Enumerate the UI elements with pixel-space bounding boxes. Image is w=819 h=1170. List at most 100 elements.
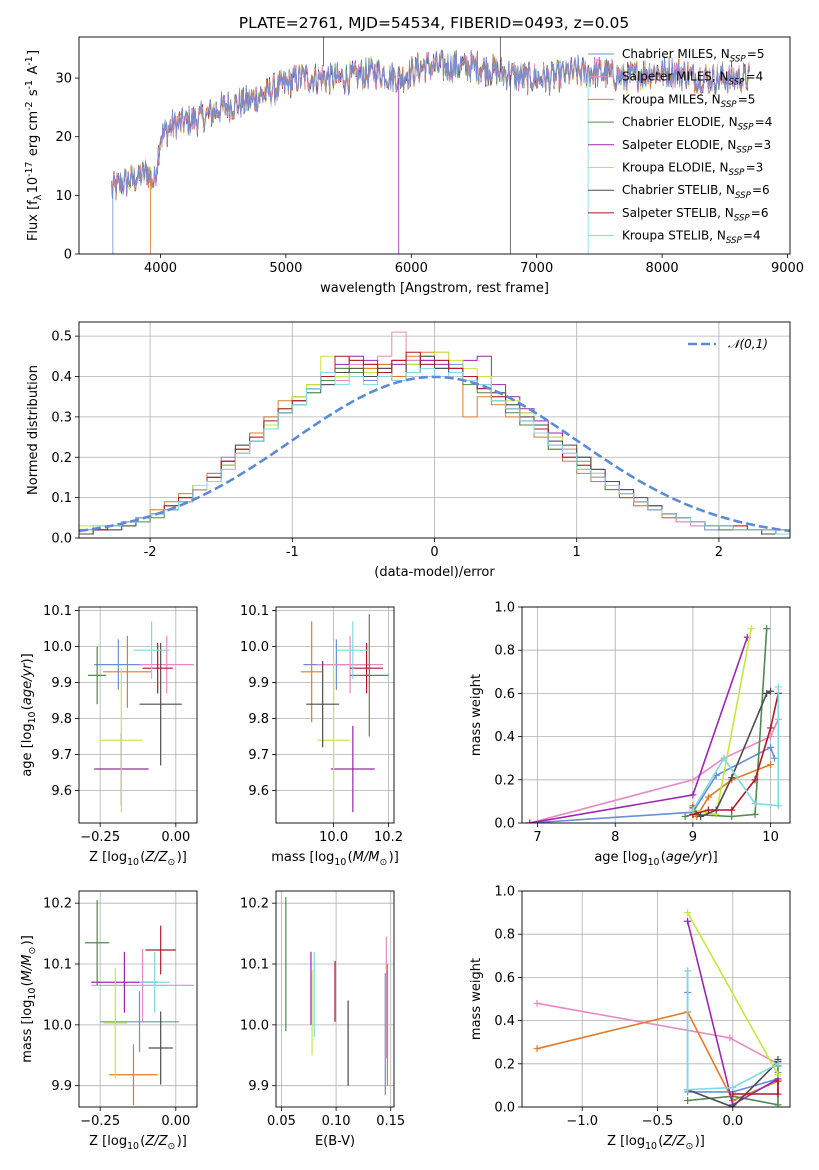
chart-mass-vs-EBV: 0.05 0.10 0.15 9.9 10.0 10.1 10.2 E(B-V): [240, 890, 405, 1149]
y-axis-label: Normed distribution: [26, 365, 41, 495]
chart-weight-vs-Z: −1.0 −0.5 0.0 0.0 0.2 0.4 0.6 0.8 1.0 Z [log10 (Z…: [469, 885, 791, 1152]
weight-marker: [767, 761, 775, 769]
plot-area: [533, 909, 782, 1107]
y-tick-label: 9.7: [51, 748, 72, 763]
axes-frame: [78, 36, 791, 255]
histogram-series: [79, 367, 790, 535]
weight-marker: [729, 1084, 737, 1092]
x-axis-label: mass [log10 (M/M⊙ )]: [271, 850, 399, 868]
chart-weight-vs-age: 7 8 9 10 0.0 0.2 0.4 0.6 0.8 1.0 age [log10 (age/y…: [469, 601, 791, 868]
weight-marker: [533, 999, 541, 1007]
axes-frame: [275, 890, 395, 1108]
x-axis-label: age [log10 (age/yr)]: [594, 850, 717, 868]
weight-marker: [689, 776, 697, 784]
weight-marker: [704, 806, 712, 814]
x-tick-label: 8: [611, 830, 619, 845]
weight-marker: [684, 1086, 692, 1094]
x-tick-label: 0.10: [322, 1114, 351, 1129]
y-axis-label: Flux [fλ 10-17 erg cm-2 s-1 A-1 ]: [24, 50, 44, 241]
weight-marker: [684, 1097, 692, 1105]
plot-area: [88, 621, 194, 813]
weight-marker: [720, 754, 728, 762]
x-tick-label: 0.05: [267, 1114, 296, 1129]
chart-title: PLATE=2761, MJD=54534, FIBERID=0493, z=0…: [239, 14, 629, 32]
x-tick-label: 4000: [144, 261, 177, 276]
x-tick-label: 0.15: [376, 1114, 405, 1129]
y-tick-label: 0.2: [494, 773, 515, 788]
weight-line: [686, 970, 779, 1091]
legend-label: Chabrier STELIB, NSSP =6: [622, 183, 770, 201]
y-tick-label: 1.0: [494, 885, 515, 900]
legend-label: Kroupa MILES, NSSP =5: [622, 92, 755, 110]
y-tick-label: 0.6: [494, 971, 515, 986]
weight-marker: [774, 1090, 782, 1098]
weight-marker: [681, 813, 689, 821]
legend-label: Kroupa ELODIE, NSSP =3: [622, 161, 763, 179]
x-axis-label: Z [log10 (Z/Z⊙ )]: [607, 1134, 705, 1152]
weight-line: [692, 693, 780, 816]
y-tick-label: 0.0: [494, 817, 515, 832]
y-tick-label: 9.9: [248, 1079, 269, 1094]
weight-marker: [767, 724, 775, 732]
x-tick-label: -1: [286, 545, 299, 560]
axes-frame: [275, 606, 395, 824]
weight-marker: [774, 1071, 782, 1079]
weight-marker: [728, 806, 736, 814]
weight-marker: [697, 813, 705, 821]
x-tick-label: 5000: [269, 261, 302, 276]
y-tick-label: 10.2: [43, 897, 72, 912]
x-tick-label: 10: [762, 830, 779, 845]
y-tick-label: 0.8: [494, 644, 515, 659]
weight-marker: [729, 1090, 737, 1098]
weight-marker: [767, 743, 775, 751]
y-tick-label: 9.7: [248, 748, 269, 763]
legend: Chabrier MILES, NSSP =5 Salpeter MILES, N…: [588, 47, 772, 246]
legend-label: Chabrier MILES, NSSP =5: [622, 47, 765, 65]
y-tick-label: 0.0: [494, 1101, 515, 1116]
weight-marker: [533, 1045, 541, 1053]
weight-marker: [526, 819, 534, 823]
chart-mass-vs-Z: −0.25 0.00 9.9 10.0 10.1 10.2 Z [log10 (Z/Z⊙ )…: [20, 890, 198, 1152]
plot-area: [300, 614, 389, 820]
weight-marker: [767, 687, 775, 695]
x-tick-label: 2: [715, 545, 723, 560]
weight-marker: [704, 793, 712, 801]
weight-marker: [763, 689, 771, 697]
weight-marker: [774, 683, 782, 691]
y-tick-label: 9.9: [51, 1079, 72, 1094]
x-tick-label: 0: [430, 545, 438, 560]
y-tick-label: 10.1: [240, 958, 269, 973]
x-axis-label: (data-model)/error: [374, 565, 495, 580]
plot-area: [285, 897, 389, 1095]
x-tick-label: −0.5: [642, 1114, 674, 1129]
gaussian-curve: [79, 375, 790, 533]
y-tick-label: 0.4: [494, 1014, 515, 1029]
x-tick-label: 0.00: [161, 830, 190, 845]
y-tick-label: 10.1: [43, 958, 72, 973]
plot-area: [111, 37, 750, 254]
x-tick-label: 8000: [646, 261, 679, 276]
x-tick-label: 7000: [520, 261, 553, 276]
y-tick-label: 10.0: [43, 640, 72, 655]
x-tick-label: 0.0: [722, 1114, 743, 1129]
y-tick-label: 10.0: [240, 640, 269, 655]
axes-frame: [521, 606, 791, 824]
x-tick-label: -2: [144, 545, 157, 560]
legend-label: Salpeter ELODIE, NSSP =3: [622, 138, 771, 156]
x-tick-label: 7: [533, 830, 541, 845]
weight-marker: [726, 1034, 734, 1042]
y-axis-label: mass weight: [469, 674, 484, 756]
weight-marker: [751, 776, 759, 784]
y-tick-label: 10.2: [240, 897, 269, 912]
weight-marker: [774, 802, 782, 810]
y-tick-label: 9.8: [51, 712, 72, 727]
y-tick-label: 9.9: [248, 676, 269, 691]
chart-residuals: -2 -1 0 1 2 0.0 0.1 0.2 0.3 0.4 0.5 (data-model)/er…: [26, 321, 791, 580]
legend-label: Chabrier ELODIE, NSSP =4: [622, 115, 772, 133]
y-tick-label: 1.0: [494, 601, 515, 616]
y-tick-label: 0.2: [51, 451, 72, 466]
legend-label: 𝒩(0,1): [728, 337, 768, 351]
weight-line: [529, 746, 776, 823]
y-tick-label: 0.5: [51, 330, 72, 345]
y-tick-label: 20: [55, 130, 72, 145]
